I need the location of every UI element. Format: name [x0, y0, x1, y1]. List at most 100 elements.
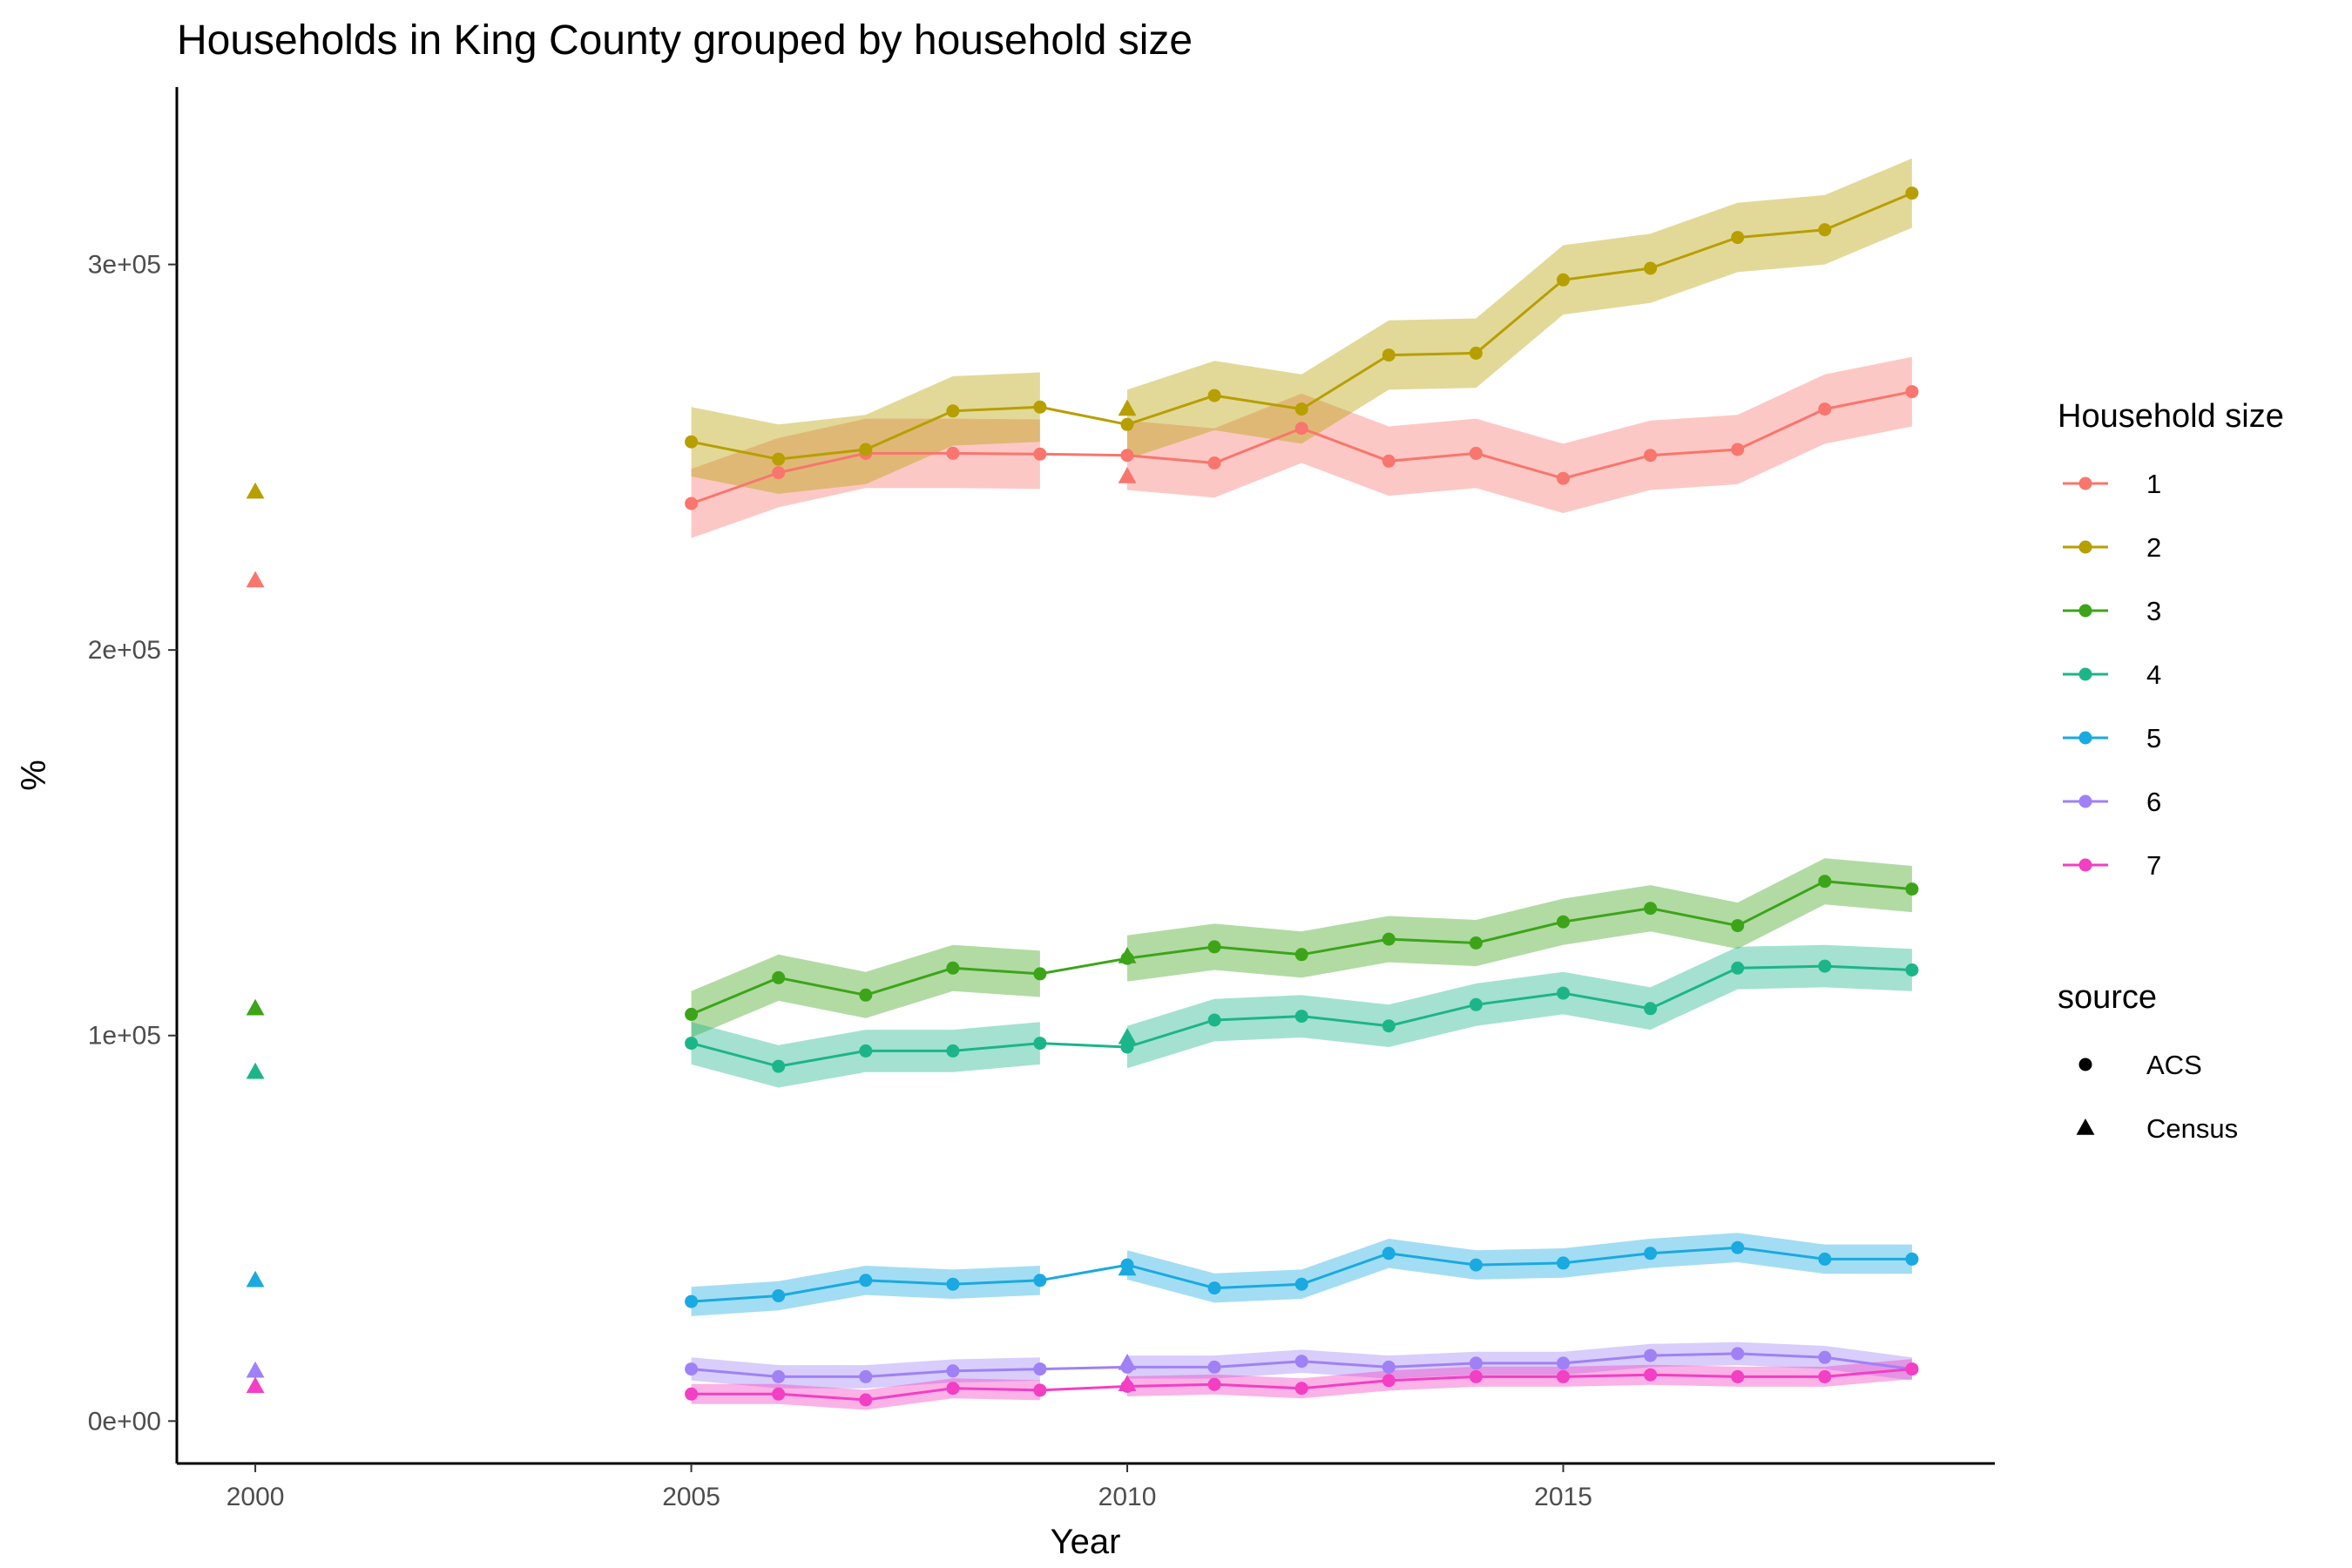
- legend-label-size-4: 4: [2146, 659, 2161, 690]
- point-acs-size-7-2017: [1731, 1369, 1745, 1383]
- point-acs-size-1-2012: [1294, 422, 1308, 436]
- band-size-4-seg-2: [1127, 944, 1912, 1069]
- x-tick-label-2005: 2005: [662, 1483, 720, 1511]
- point-acs-size-3-2014: [1469, 936, 1483, 950]
- y-tick-label-2: 2e+05: [88, 636, 161, 665]
- point-acs-size-7-2016: [1644, 1368, 1658, 1382]
- point-acs-size-6-2016: [1644, 1348, 1658, 1362]
- point-acs-size-7-2009: [1033, 1383, 1047, 1397]
- x-tick-label-2015: 2015: [1534, 1483, 1592, 1511]
- point-acs-size-2-2009: [1033, 400, 1047, 414]
- point-acs-size-4-2018: [1818, 959, 1832, 973]
- point-acs-size-1-2017: [1731, 443, 1745, 456]
- point-acs-size-2-2008: [946, 404, 960, 418]
- point-acs-size-7-2006: [772, 1387, 786, 1401]
- point-acs-size-6-2005: [685, 1362, 699, 1376]
- x-tick-label-2000: 2000: [226, 1483, 285, 1511]
- point-acs-size-3-2013: [1382, 932, 1396, 946]
- legend-title-household-size: Household size: [2058, 398, 2284, 435]
- point-acs-size-5-2007: [859, 1274, 873, 1288]
- point-acs-size-2-2006: [772, 452, 786, 466]
- legend-key-point-4: [2078, 667, 2092, 681]
- point-census-size-7-2000: [246, 1376, 265, 1394]
- legend-label-size-5: 5: [2146, 723, 2161, 754]
- band-size-6-seg-2: [1127, 1342, 1912, 1381]
- x-tick-label-2010: 2010: [1098, 1483, 1157, 1511]
- point-acs-size-5-2013: [1382, 1247, 1396, 1260]
- point-acs-size-5-2014: [1469, 1258, 1483, 1272]
- point-acs-size-1-2010: [1120, 449, 1134, 463]
- y-tick-label-1: 1e+05: [88, 1022, 161, 1051]
- legend-label-size-2: 2: [2146, 532, 2161, 563]
- legend-label-source-acs: ACS: [2146, 1050, 2202, 1080]
- point-acs-size-7-2015: [1557, 1369, 1570, 1383]
- point-acs-size-1-2018: [1818, 402, 1832, 416]
- point-acs-size-3-2018: [1818, 875, 1832, 889]
- point-acs-size-2-2014: [1469, 346, 1483, 360]
- point-census-size-5-2010: [1118, 1259, 1137, 1276]
- legend-key-point-5: [2078, 731, 2092, 745]
- point-acs-size-1-2015: [1557, 471, 1570, 485]
- point-census-size-4-2010: [1118, 1027, 1137, 1044]
- point-census-size-5-2000: [246, 1270, 265, 1288]
- y-tick-label-0: 0e+00: [88, 1407, 161, 1436]
- point-acs-size-6-2017: [1731, 1347, 1745, 1361]
- point-acs-size-5-2012: [1294, 1277, 1308, 1291]
- point-acs-size-2-2011: [1207, 389, 1221, 402]
- point-acs-size-4-2006: [772, 1059, 786, 1073]
- legend-label-source-census: Census: [2146, 1113, 2238, 1144]
- legend-key-point-2: [2078, 540, 2092, 554]
- legend-shape-circle-icon: [2078, 1058, 2092, 1071]
- point-acs-size-4-2011: [1207, 1013, 1221, 1027]
- point-census-size-2-2000: [246, 482, 265, 499]
- point-acs-size-7-2012: [1294, 1382, 1308, 1396]
- point-acs-size-3-2012: [1294, 948, 1308, 962]
- point-census-size-4-2000: [246, 1062, 265, 1079]
- chart-title: Households in King County grouped by hou…: [177, 17, 1193, 64]
- point-acs-size-6-2006: [772, 1369, 786, 1383]
- point-acs-size-2-2019: [1905, 186, 1919, 200]
- point-acs-size-5-2015: [1557, 1256, 1570, 1270]
- point-acs-size-5-2008: [946, 1277, 960, 1291]
- point-acs-size-2-2017: [1731, 231, 1745, 245]
- point-census-size-6-2000: [246, 1361, 265, 1378]
- point-acs-size-1-2008: [946, 446, 960, 460]
- point-acs-size-2-2016: [1644, 261, 1658, 275]
- point-acs-size-4-2008: [946, 1044, 960, 1058]
- legend-title-source: source: [2058, 979, 2157, 1016]
- point-acs-size-2-2013: [1382, 348, 1396, 362]
- point-census-size-1-2010: [1118, 467, 1137, 483]
- point-acs-size-1-2019: [1905, 385, 1919, 399]
- point-acs-size-1-2005: [685, 497, 699, 510]
- point-acs-size-7-2013: [1382, 1374, 1396, 1388]
- point-acs-size-6-2012: [1294, 1355, 1308, 1369]
- point-acs-size-7-2019: [1905, 1362, 1919, 1376]
- point-acs-size-3-2005: [685, 1007, 699, 1021]
- band-size-5-seg-1: [691, 1266, 1040, 1316]
- point-acs-size-4-2015: [1557, 986, 1570, 1000]
- point-acs-size-4-2009: [1033, 1037, 1047, 1051]
- point-acs-size-5-2019: [1905, 1252, 1919, 1266]
- point-acs-size-3-2015: [1557, 915, 1570, 929]
- point-acs-size-3-2016: [1644, 902, 1658, 916]
- point-acs-size-6-2018: [1818, 1350, 1832, 1364]
- point-acs-size-5-2018: [1818, 1252, 1832, 1266]
- point-acs-size-1-2013: [1382, 454, 1396, 468]
- point-census-size-3-2000: [246, 998, 265, 1016]
- y-tick-label-3: 3e+05: [88, 251, 161, 280]
- axis-ticks: 2000 2005 2010 2015 0e+00 1e+05 2e+05 3e+05: [88, 251, 1592, 1511]
- legend: Household size source 1 2 3 4 5 6 7 ACS Census: [2058, 398, 2284, 1144]
- legend-label-size-1: 1: [2146, 469, 2161, 499]
- point-acs-size-6-2013: [1382, 1360, 1396, 1374]
- point-census-size-6-2010: [1118, 1353, 1137, 1370]
- point-acs-size-7-2018: [1818, 1369, 1832, 1383]
- point-acs-size-1-2011: [1207, 456, 1221, 470]
- point-acs-size-3-2008: [946, 961, 960, 975]
- point-acs-size-4-2019: [1905, 963, 1919, 977]
- legend-shape-triangle-icon: [2076, 1119, 2095, 1135]
- point-acs-size-6-2015: [1557, 1356, 1570, 1370]
- point-acs-size-2-2010: [1120, 417, 1134, 431]
- point-acs-size-6-2009: [1033, 1362, 1047, 1376]
- band-size-7-seg-2: [1127, 1359, 1912, 1399]
